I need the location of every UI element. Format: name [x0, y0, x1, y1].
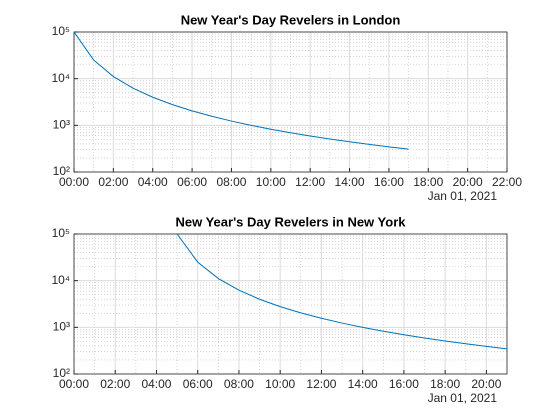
- x-tick-label: 00:00: [59, 377, 89, 391]
- plot-area: [74, 234, 507, 374]
- axes-box: [73, 31, 508, 173]
- y-tick-label: 10⁵: [52, 24, 70, 38]
- x-tick-label: 16:00: [389, 377, 419, 391]
- chart-title: New Year's Day Revelers in New York: [175, 214, 406, 229]
- x-tick-label: 16:00: [374, 175, 404, 189]
- x-tick-label: 10:00: [265, 377, 295, 391]
- y-tick-label: 10³: [53, 118, 70, 132]
- x-tick-label: 22:00: [492, 175, 522, 189]
- x-tick-label: 20:00: [453, 175, 483, 189]
- y-tick-label: 10²: [53, 366, 70, 380]
- chart-title: New Year's Day Revelers in London: [181, 12, 401, 27]
- x-tick-label: 12:00: [295, 175, 325, 189]
- line: [74, 32, 409, 150]
- x-tick-label: 14:00: [348, 377, 378, 391]
- y-tick-label: 10³: [53, 320, 70, 334]
- y-tick-label: 10²: [53, 164, 70, 178]
- x-date-label: Jan 01, 2021: [428, 189, 498, 203]
- x-date-label: Jan 01, 2021: [428, 391, 498, 405]
- x-tick-label: 18:00: [413, 175, 443, 189]
- x-tick-label: 02:00: [100, 377, 130, 391]
- line: [176, 234, 507, 350]
- x-tick-label: 06:00: [183, 377, 213, 391]
- x-tick-label: 00:00: [59, 175, 89, 189]
- x-tick-label: 06:00: [177, 175, 207, 189]
- x-tick-label: 12:00: [306, 377, 336, 391]
- x-tick-label: 10:00: [256, 175, 286, 189]
- y-tick-label: 10⁴: [51, 273, 70, 287]
- x-tick-label: 14:00: [335, 175, 365, 189]
- x-tick-label: 04:00: [138, 175, 168, 189]
- x-tick-label: 08:00: [216, 175, 246, 189]
- x-tick-label: 08:00: [224, 377, 254, 391]
- x-tick-label: 02:00: [98, 175, 128, 189]
- y-tick-label: 10⁵: [52, 226, 70, 240]
- x-tick-label: 18:00: [430, 377, 460, 391]
- axes-box: [73, 233, 508, 375]
- y-tick-label: 10⁴: [51, 71, 70, 85]
- x-tick-label: 04:00: [141, 377, 171, 391]
- x-tick-label: 20:00: [471, 377, 501, 391]
